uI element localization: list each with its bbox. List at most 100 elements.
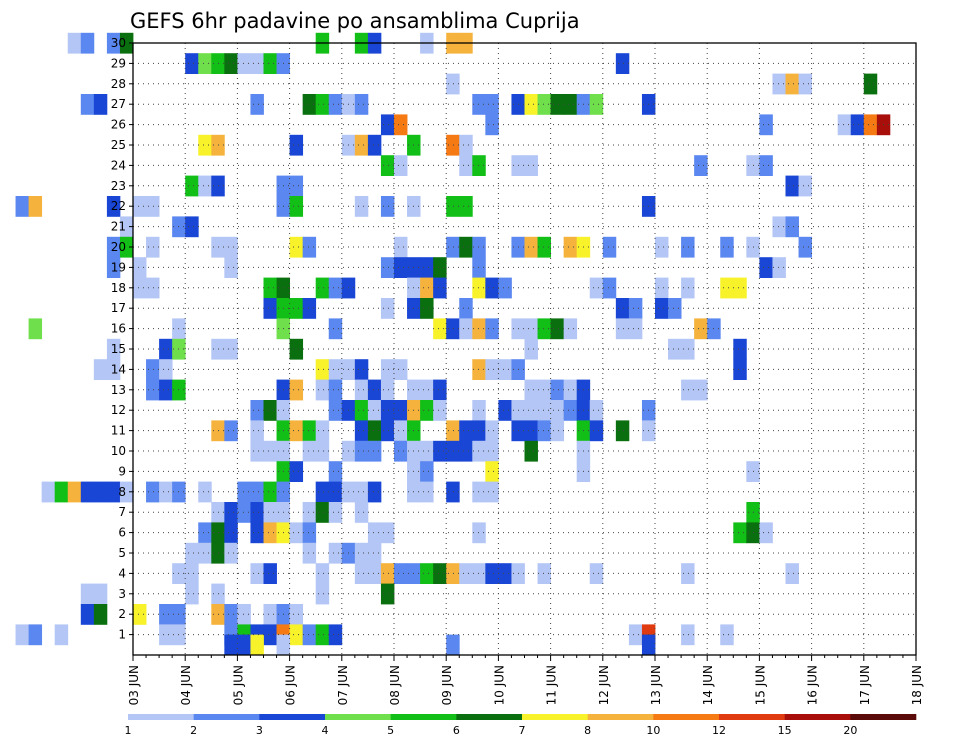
heatmap-cell: [433, 400, 447, 421]
y-tick-label: 11: [111, 424, 126, 438]
heatmap-cell: [602, 277, 617, 299]
heatmap-cell: [628, 624, 643, 646]
heatmap-cell: [289, 196, 304, 217]
heatmap-cell: [850, 114, 865, 136]
colorbar-swatch: [719, 714, 785, 720]
heatmap-cell: [328, 400, 343, 421]
heatmap-cell: [863, 73, 878, 95]
heatmap-cell: [289, 461, 304, 482]
heatmap-cell: [67, 32, 82, 54]
heatmap-cell: [446, 134, 460, 156]
heatmap-cell: [119, 236, 134, 258]
heatmap-cell: [394, 155, 408, 176]
heatmap-cell: [250, 634, 264, 656]
x-tick-label: 08 JUN: [388, 665, 402, 705]
heatmap-cell: [198, 481, 212, 503]
heatmap-cell: [80, 583, 95, 605]
heatmap-cell: [550, 379, 565, 401]
colorbar-swatch: [784, 714, 851, 720]
heatmap-cell: [354, 359, 369, 380]
y-tick-label: 21: [111, 220, 126, 234]
heatmap-cell: [798, 73, 812, 95]
heatmap-cell: [863, 114, 878, 136]
heatmap-cell: [380, 563, 395, 584]
heatmap-cell: [498, 359, 512, 380]
heatmap-cell: [459, 563, 473, 584]
heatmap-cell: [93, 604, 108, 625]
heatmap-cell: [328, 624, 343, 646]
heatmap-cell: [524, 94, 538, 115]
heatmap-cell: [628, 298, 643, 319]
heatmap-cell: [224, 502, 238, 523]
heatmap-cell: [563, 318, 578, 340]
y-tick-label: 25: [111, 138, 126, 152]
heatmap-cell: [367, 481, 382, 503]
heatmap-cell: [394, 257, 408, 278]
heatmap-cell: [668, 338, 682, 360]
heatmap-cell: [28, 624, 43, 646]
heatmap-cell: [785, 175, 799, 197]
heatmap-cell: [263, 298, 277, 319]
heatmap-cell: [524, 155, 538, 176]
heatmap-cell: [485, 461, 499, 482]
heatmap-cell: [485, 420, 499, 442]
colorbar-swatch: [653, 714, 720, 720]
heatmap-cell: [446, 481, 460, 503]
heatmap-cell: [563, 236, 578, 258]
heatmap-cell: [93, 481, 108, 503]
y-tick-label: 7: [118, 505, 126, 519]
heatmap-cell: [354, 379, 369, 401]
colorbar-label: 6: [453, 724, 460, 737]
heatmap-cell: [289, 624, 304, 646]
heatmap-cell: [328, 379, 343, 401]
heatmap-cell: [367, 400, 382, 421]
heatmap-cell: [550, 420, 565, 442]
heatmap-cell: [772, 73, 786, 95]
colorbar-swatch: [850, 714, 917, 720]
heatmap-cell: [263, 481, 277, 503]
heatmap-cell: [550, 94, 565, 115]
heatmap-cell: [681, 624, 695, 646]
y-tick-label: 3: [118, 587, 126, 601]
heatmap-cell: [759, 522, 773, 544]
y-tick-label: 5: [118, 546, 126, 560]
heatmap-cell: [537, 318, 551, 340]
heatmap-cell: [302, 440, 317, 462]
y-tick-label: 14: [111, 362, 126, 376]
heatmap-cell: [250, 502, 264, 523]
heatmap-cell: [328, 277, 343, 299]
y-axis: 1234567891011121314151617181920212223242…: [111, 36, 133, 642]
heatmap-cell: [250, 420, 264, 442]
heatmap-cell: [485, 318, 499, 340]
heatmap-cell: [380, 522, 395, 544]
heatmap-cell: [41, 481, 56, 503]
heatmap-cell: [237, 604, 251, 625]
heatmap-cell: [446, 236, 460, 258]
heatmap-cell: [655, 298, 669, 319]
heatmap-cell: [537, 420, 551, 442]
heatmap-cell: [15, 624, 29, 646]
heatmap-cell: [289, 420, 304, 442]
heatmap-cell: [394, 400, 408, 421]
heatmap-cell: [615, 53, 630, 74]
heatmap-cell: [798, 236, 812, 258]
heatmap-cell: [328, 502, 343, 523]
heatmap-cell: [315, 583, 330, 605]
heatmap-cell: [524, 379, 538, 401]
colorbar-label: 4: [322, 724, 329, 737]
heatmap-cell: [315, 277, 330, 299]
heatmap-cell: [119, 216, 134, 238]
heatmap-cell: [367, 522, 382, 544]
heatmap-cell: [106, 359, 121, 380]
heatmap-cell: [263, 53, 277, 74]
heatmap-cell: [367, 379, 382, 401]
heatmap-cell: [119, 32, 134, 54]
x-tick-label: 11 JUN: [545, 665, 559, 705]
heatmap-cell: [472, 440, 486, 462]
heatmap-cell: [772, 257, 786, 278]
heatmap-cell: [354, 420, 369, 442]
heatmap-cell: [263, 563, 277, 584]
y-tick-label: 15: [111, 342, 126, 356]
colorbar-swatch: [259, 714, 326, 720]
